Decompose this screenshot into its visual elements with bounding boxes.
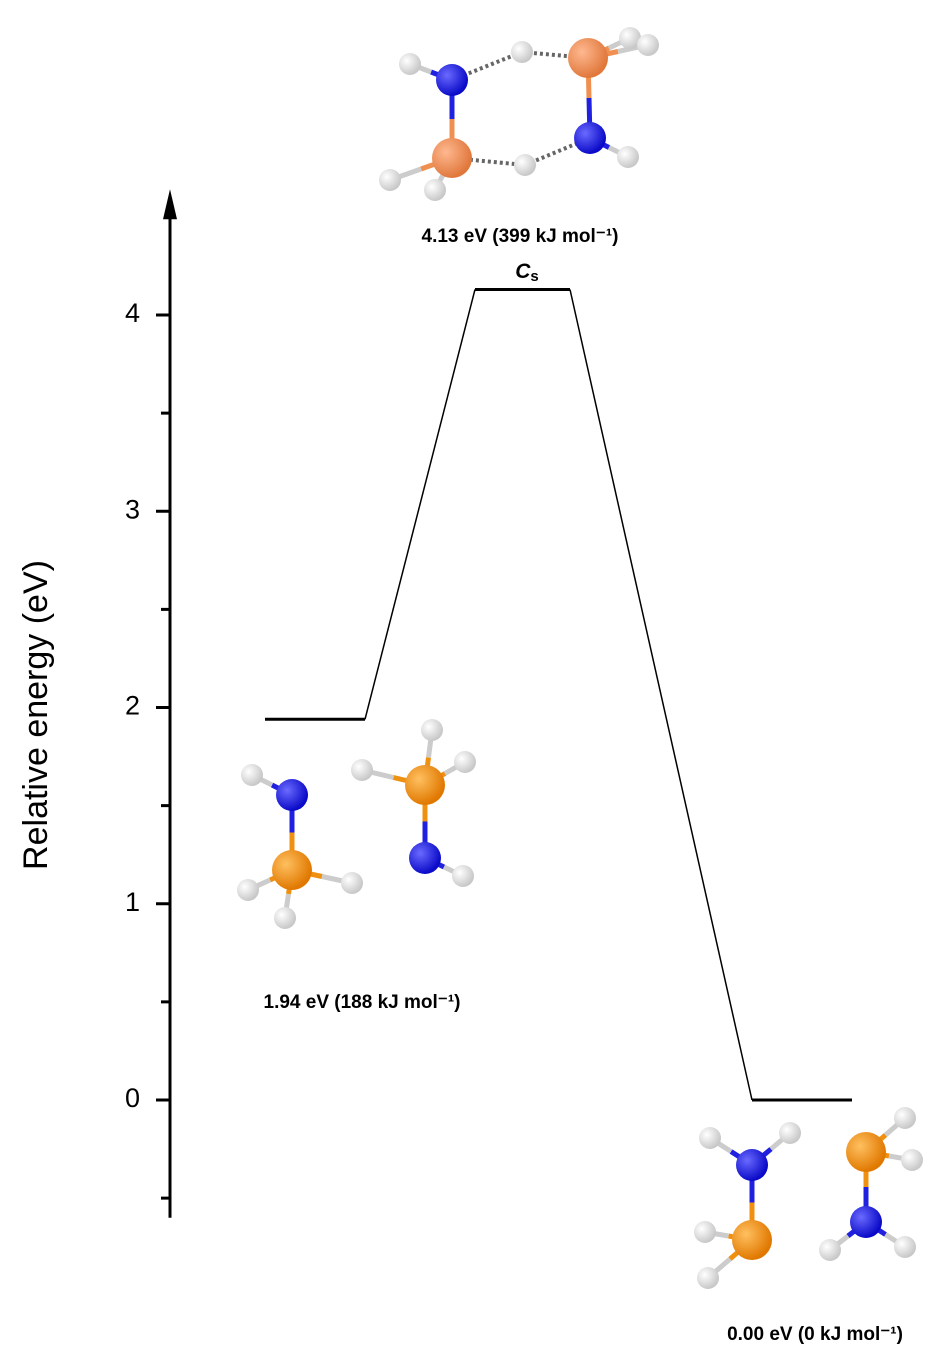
y-axis-title: Relative energy (eV) bbox=[17, 560, 55, 870]
atom bbox=[274, 907, 296, 929]
atom bbox=[637, 34, 659, 56]
atom bbox=[341, 872, 363, 894]
y-tick-label: 2 bbox=[125, 691, 140, 721]
atom bbox=[894, 1107, 916, 1129]
atom bbox=[699, 1127, 721, 1149]
atom bbox=[424, 179, 446, 201]
symmetry-subscript: s bbox=[530, 268, 538, 285]
axis-arrow bbox=[163, 189, 177, 220]
atom bbox=[432, 138, 472, 178]
atom bbox=[736, 1149, 768, 1181]
atom bbox=[894, 1236, 916, 1258]
y-tick-label: 4 bbox=[125, 298, 140, 328]
symmetry-symbol: C bbox=[515, 260, 531, 283]
atom bbox=[409, 842, 441, 874]
atom bbox=[846, 1132, 886, 1172]
atom bbox=[694, 1221, 716, 1243]
atom bbox=[272, 850, 312, 890]
atom bbox=[619, 27, 641, 49]
connector bbox=[364, 289, 476, 720]
atom bbox=[276, 779, 308, 811]
atom bbox=[454, 751, 476, 773]
value-label: 4.13 eV (399 kJ mol⁻¹) bbox=[422, 226, 619, 247]
y-tick-label: 0 bbox=[125, 1083, 140, 1113]
symmetry-label: Cs bbox=[515, 260, 539, 285]
atom bbox=[379, 169, 401, 191]
atom bbox=[511, 41, 533, 63]
atom bbox=[399, 53, 421, 75]
atom bbox=[436, 64, 468, 96]
atom bbox=[732, 1220, 772, 1260]
atom bbox=[617, 146, 639, 168]
connector bbox=[569, 289, 753, 1101]
atom bbox=[568, 38, 608, 78]
y-tick-label: 3 bbox=[125, 494, 140, 524]
atom bbox=[421, 719, 443, 741]
y-tick-label: 1 bbox=[125, 887, 140, 917]
atom bbox=[779, 1122, 801, 1144]
atom bbox=[850, 1206, 882, 1238]
molecules bbox=[237, 27, 923, 1289]
atom bbox=[574, 122, 606, 154]
atom bbox=[697, 1267, 719, 1289]
atom bbox=[452, 865, 474, 887]
atom bbox=[819, 1239, 841, 1261]
atom bbox=[351, 759, 373, 781]
atom bbox=[514, 154, 536, 176]
atom bbox=[241, 764, 263, 786]
value-label: 0.00 eV (0 kJ mol⁻¹) bbox=[727, 1324, 903, 1345]
atom bbox=[901, 1149, 923, 1171]
value-label: 1.94 eV (188 kJ mol⁻¹) bbox=[264, 992, 461, 1013]
atom bbox=[237, 879, 259, 901]
atom bbox=[405, 765, 445, 805]
